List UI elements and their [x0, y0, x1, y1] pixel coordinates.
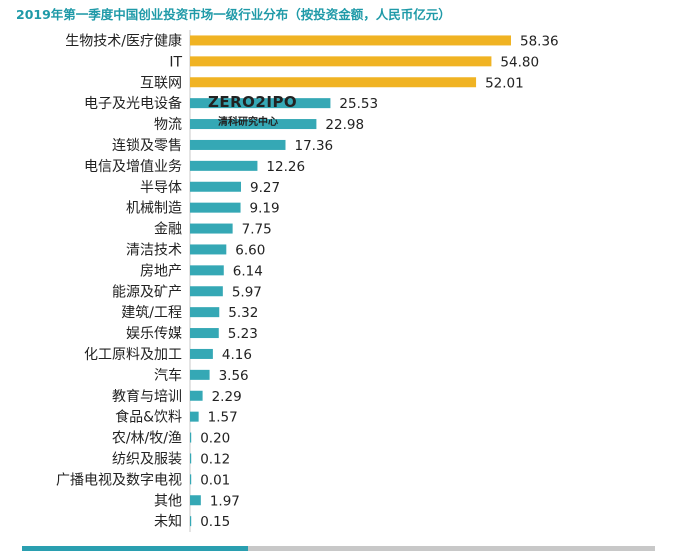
value-label: 5.32	[228, 305, 258, 321]
value-label: 0.20	[200, 431, 230, 447]
value-label: 54.80	[500, 54, 539, 70]
bar	[190, 223, 233, 234]
bar	[190, 77, 477, 88]
bar	[190, 244, 227, 255]
category-labels: 生物技术/医疗健康 IT 互联网电子及光电设备物流连锁及零售电信及增值业务半导体机械…	[56, 32, 182, 530]
bar	[190, 369, 210, 380]
category-label: 纺织及服装	[112, 451, 182, 467]
category-label: 食品&饮料	[115, 409, 182, 426]
bar	[190, 160, 258, 171]
bar	[190, 139, 286, 150]
category-label: 生物技术/医疗健康	[65, 32, 182, 49]
value-label: 0.01	[200, 472, 230, 488]
value-label: 22.98	[325, 117, 364, 133]
watermark-logo: ZERO2IPO 清科研究中心	[208, 93, 297, 128]
bar	[190, 328, 219, 339]
category-label: 汽车	[154, 367, 182, 384]
category-label: 金融	[154, 222, 182, 238]
category-label: 清洁技术	[126, 242, 182, 258]
value-label: 4.16	[222, 347, 252, 363]
value-label: 0.15	[200, 514, 230, 530]
value-label: 1.97	[210, 493, 240, 509]
bar	[190, 181, 241, 192]
category-label: 连锁及零售	[112, 138, 182, 154]
category-label: 建筑/工程	[121, 305, 182, 321]
value-label: 9.19	[250, 201, 280, 217]
footer-bar-gray	[248, 546, 655, 551]
value-label: 17.36	[294, 138, 333, 154]
category-label: IT	[169, 54, 182, 70]
value-label: 6.60	[235, 242, 265, 258]
value-labels: 58.36 54.80 52.01 25.53 22.98 17.36 12.26 9.27 9…	[200, 33, 558, 530]
category-label: 物流	[154, 117, 182, 133]
bar	[190, 98, 331, 109]
category-label: 教育与培训	[112, 389, 182, 405]
value-label: 58.36	[520, 33, 559, 49]
value-label: 0.12	[200, 451, 230, 467]
watermark-main: ZERO2IPO	[208, 93, 297, 111]
value-label: 3.56	[219, 368, 249, 384]
value-label: 5.23	[228, 326, 258, 342]
watermark-sub: 清科研究中心	[218, 115, 278, 128]
value-label: 52.01	[485, 75, 524, 91]
value-label: 5.97	[232, 284, 262, 300]
value-label: 12.26	[266, 159, 305, 175]
bar	[190, 265, 224, 276]
bar	[190, 390, 203, 401]
bar	[190, 307, 220, 318]
category-label: 机械制造	[126, 201, 182, 217]
category-label: 电信及增值业务	[84, 159, 182, 175]
category-label: 电子及光电设备	[84, 95, 182, 112]
category-label: 半导体	[140, 180, 182, 196]
category-label: 互联网	[140, 75, 182, 91]
bar	[190, 516, 192, 527]
value-label: 6.14	[233, 263, 263, 279]
value-label: 25.53	[339, 96, 378, 112]
footer-bar-teal	[22, 546, 248, 551]
category-label: 农/林/牧/渔	[112, 431, 182, 447]
bar	[190, 348, 213, 359]
bar	[190, 119, 317, 130]
value-label: 7.75	[242, 222, 272, 238]
bars	[190, 35, 511, 527]
bar	[190, 474, 192, 485]
bar	[190, 453, 192, 464]
bar	[190, 432, 192, 443]
category-label: 房地产	[140, 263, 182, 279]
bar	[190, 35, 511, 46]
chart-title: 2019年第一季度中国创业投资市场一级行业分布（按投资金额，人民币亿元）	[16, 7, 451, 22]
bar	[190, 56, 492, 67]
bar	[190, 495, 201, 506]
category-label: 未知	[154, 513, 182, 530]
value-label: 1.57	[208, 410, 238, 426]
bar	[190, 202, 241, 213]
category-label: 化工原料及加工	[84, 347, 182, 363]
category-label: 广播电视及数字电视	[56, 472, 182, 488]
value-label: 9.27	[250, 180, 280, 196]
category-label: 娱乐传媒	[126, 326, 182, 342]
bar	[190, 411, 199, 422]
bar	[190, 286, 223, 297]
value-label: 2.29	[212, 389, 242, 405]
category-label: 能源及矿产	[112, 284, 182, 300]
category-label: 其他	[154, 493, 182, 509]
